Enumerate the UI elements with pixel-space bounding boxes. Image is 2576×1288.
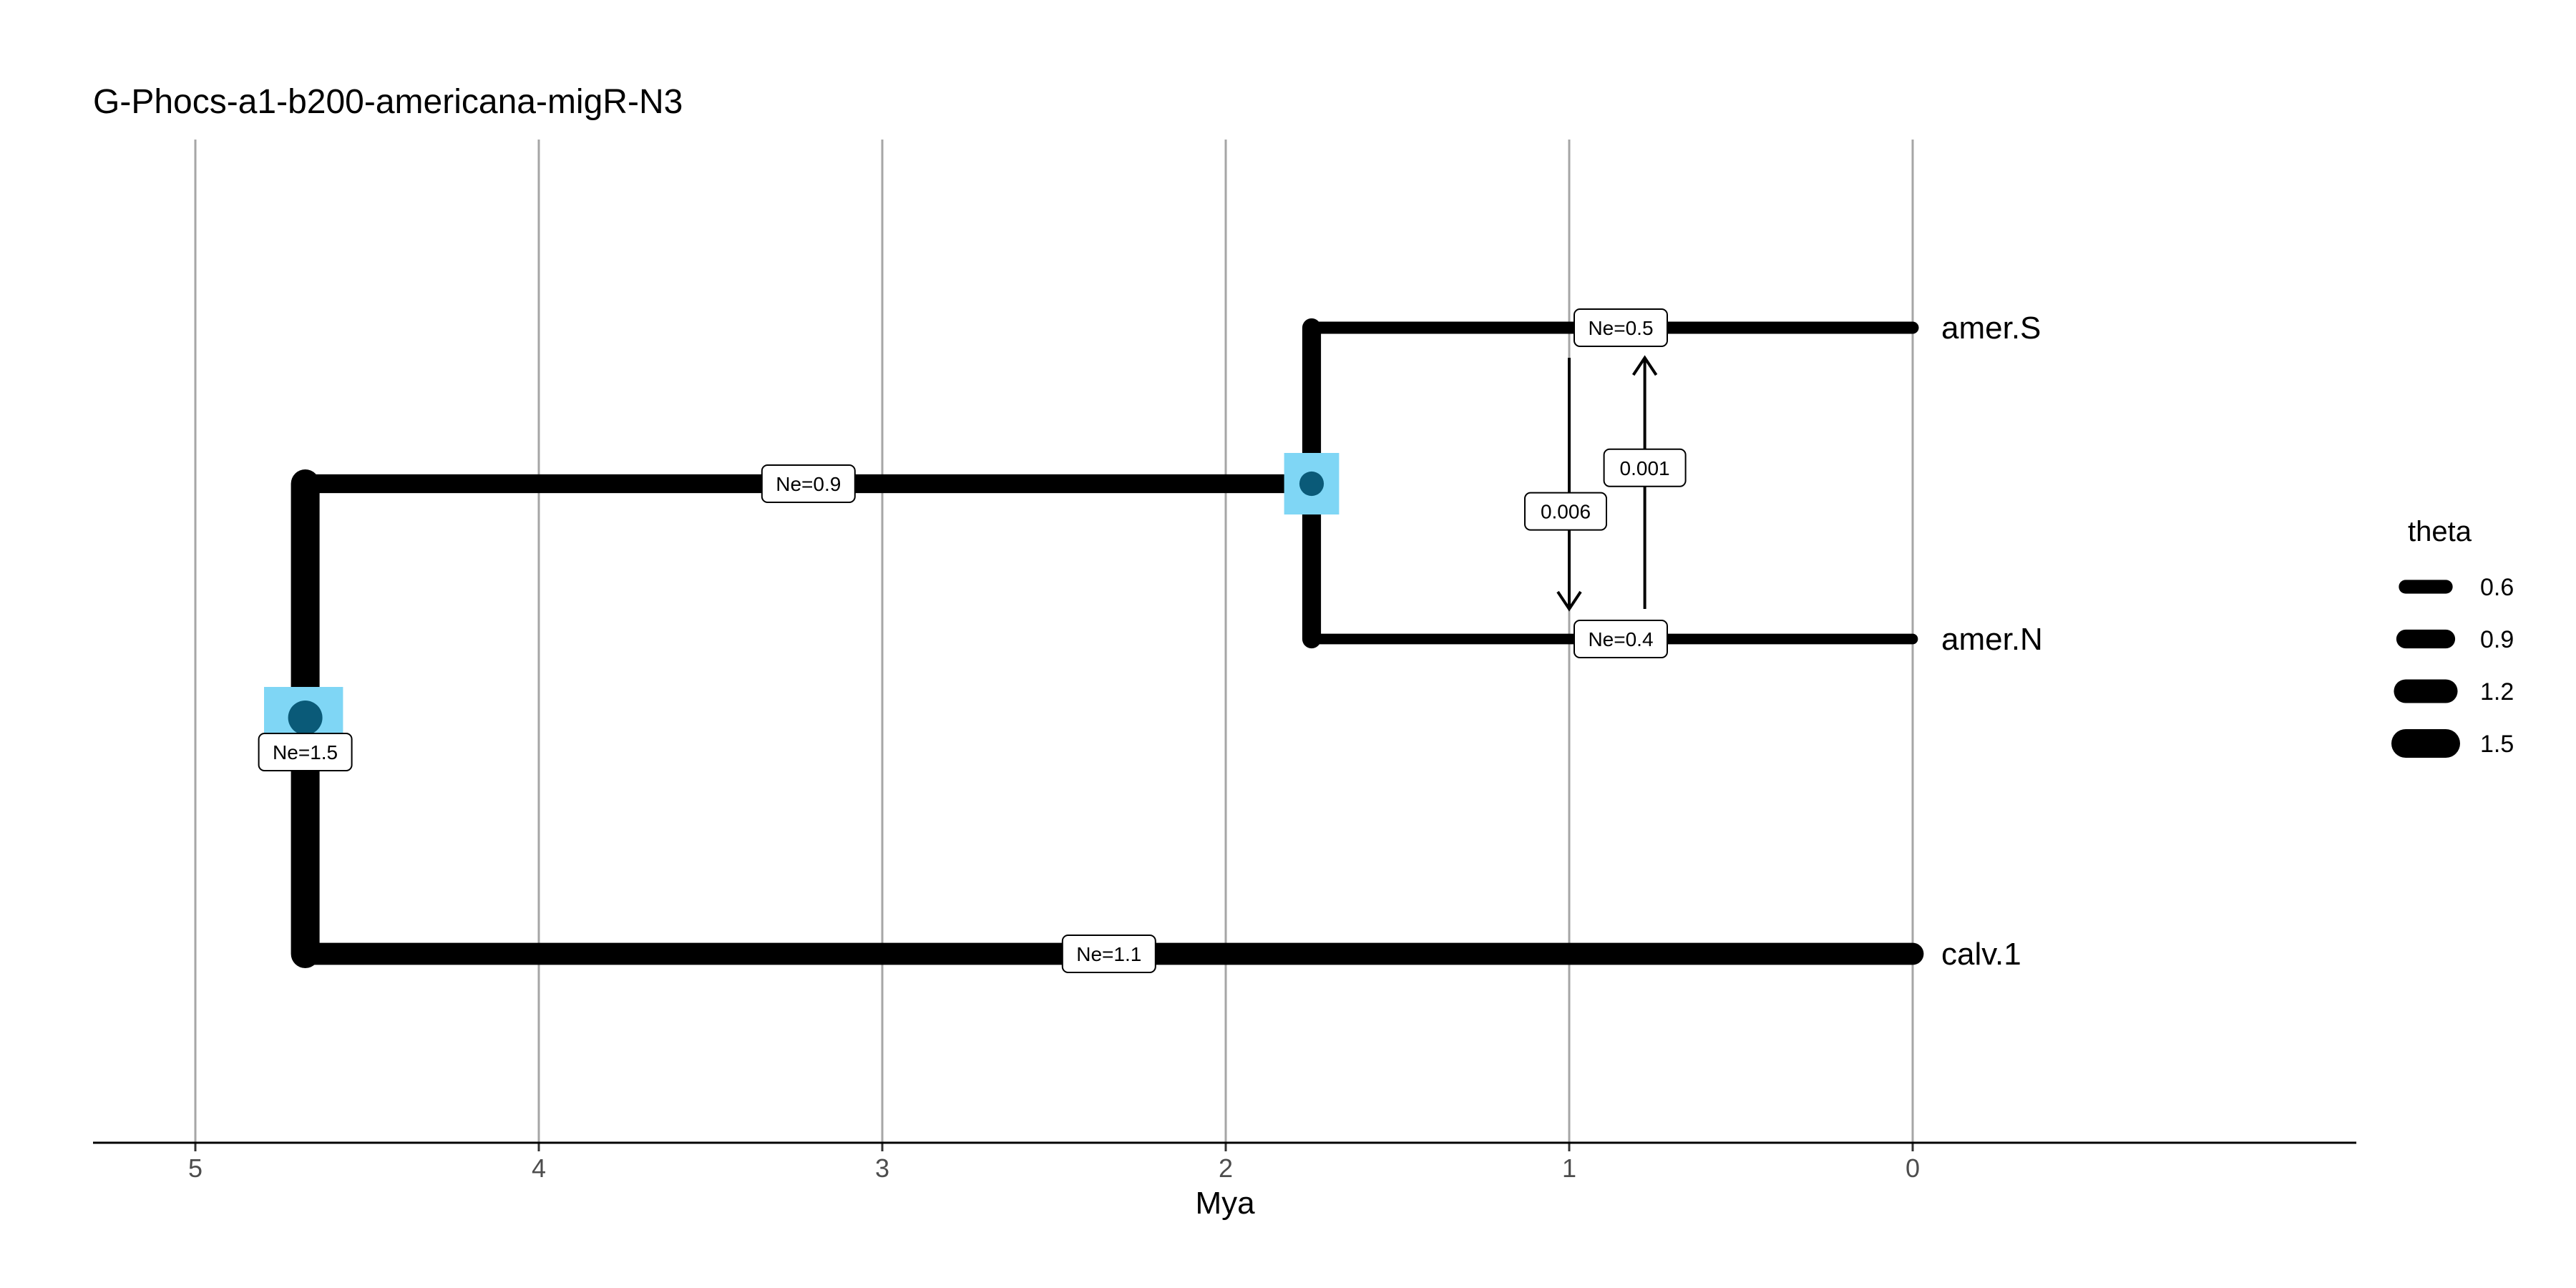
x-axis-title: Mya xyxy=(1195,1186,1255,1221)
ne-label-calv.1: Ne=1.1 xyxy=(1061,935,1156,973)
migration-rate-label: 0.001 xyxy=(1603,448,1687,487)
tip-label-amer.S: amer.S xyxy=(1941,311,2041,346)
ne-label-amer.S-text: Ne=0.5 xyxy=(1588,317,1653,339)
migration-rate-label-text: 0.001 xyxy=(1620,457,1670,479)
migration-rate-label-box xyxy=(1603,448,1687,487)
ne-label-root: Ne=1.5 xyxy=(258,733,353,771)
migration-arrow-head xyxy=(1556,590,1582,612)
x-tick-label: 0 xyxy=(1906,1153,1920,1183)
migration-rate-label-text: 0.006 xyxy=(1541,501,1591,523)
tip-label-amer.N: amer.N xyxy=(1941,622,2043,657)
legend-label: 1.2 xyxy=(2480,678,2514,706)
ne-label-amer: Ne=0.9 xyxy=(761,464,856,503)
legend-title: theta xyxy=(2408,516,2472,547)
ne-label-root-text: Ne=1.5 xyxy=(273,741,338,763)
node-dot-root xyxy=(288,701,323,735)
ne-label-amer.S: Ne=0.5 xyxy=(1574,308,1668,347)
ne-label-amer.S-box xyxy=(1574,308,1668,347)
legend-label: 1.5 xyxy=(2480,731,2514,758)
migration-rate-label: 0.006 xyxy=(1524,492,1607,531)
migration-rate-label-box xyxy=(1524,492,1607,531)
migration-arrow-head xyxy=(1631,355,1658,376)
x-tick-label: 2 xyxy=(1219,1153,1233,1183)
node-markers xyxy=(264,453,1340,748)
ne-label-amer.N: Ne=0.4 xyxy=(1574,620,1668,658)
legend-label: 0.9 xyxy=(2480,626,2514,653)
branch-labels: calv.1 amer.S amer.N 0.006 0.001 Ne=0.9 Ne=1.1… xyxy=(258,308,2043,973)
node-dot-amer xyxy=(1299,471,1324,497)
chart-title: G-Phocs-a1-b200-americana-migR-N3 xyxy=(93,83,683,121)
x-tick-label: 4 xyxy=(532,1153,546,1183)
legend: theta 0.6 0.9 1.2 1.5 xyxy=(2391,516,2514,758)
ne-label-amer-box xyxy=(761,464,856,503)
ne-label-amer.N-box xyxy=(1574,620,1668,658)
ne-label-root-box xyxy=(258,733,353,771)
ne-label-calv.1-box xyxy=(1061,935,1156,973)
x-axis: 5 4 3 2 1 0 xyxy=(93,1141,2356,1183)
x-tick-label: 5 xyxy=(188,1153,203,1183)
ne-label-amer-text: Ne=0.9 xyxy=(776,473,841,495)
ne-label-amer.N-text: Ne=0.4 xyxy=(1588,628,1653,650)
ne-label-calv.1-text: Ne=1.1 xyxy=(1076,943,1141,965)
x-tick-label: 3 xyxy=(875,1153,889,1183)
x-tick-label: 1 xyxy=(1562,1153,1576,1183)
tip-label-calv.1: calv.1 xyxy=(1941,937,2021,972)
legend-label: 0.6 xyxy=(2480,574,2514,601)
tree-branches xyxy=(291,318,1924,968)
